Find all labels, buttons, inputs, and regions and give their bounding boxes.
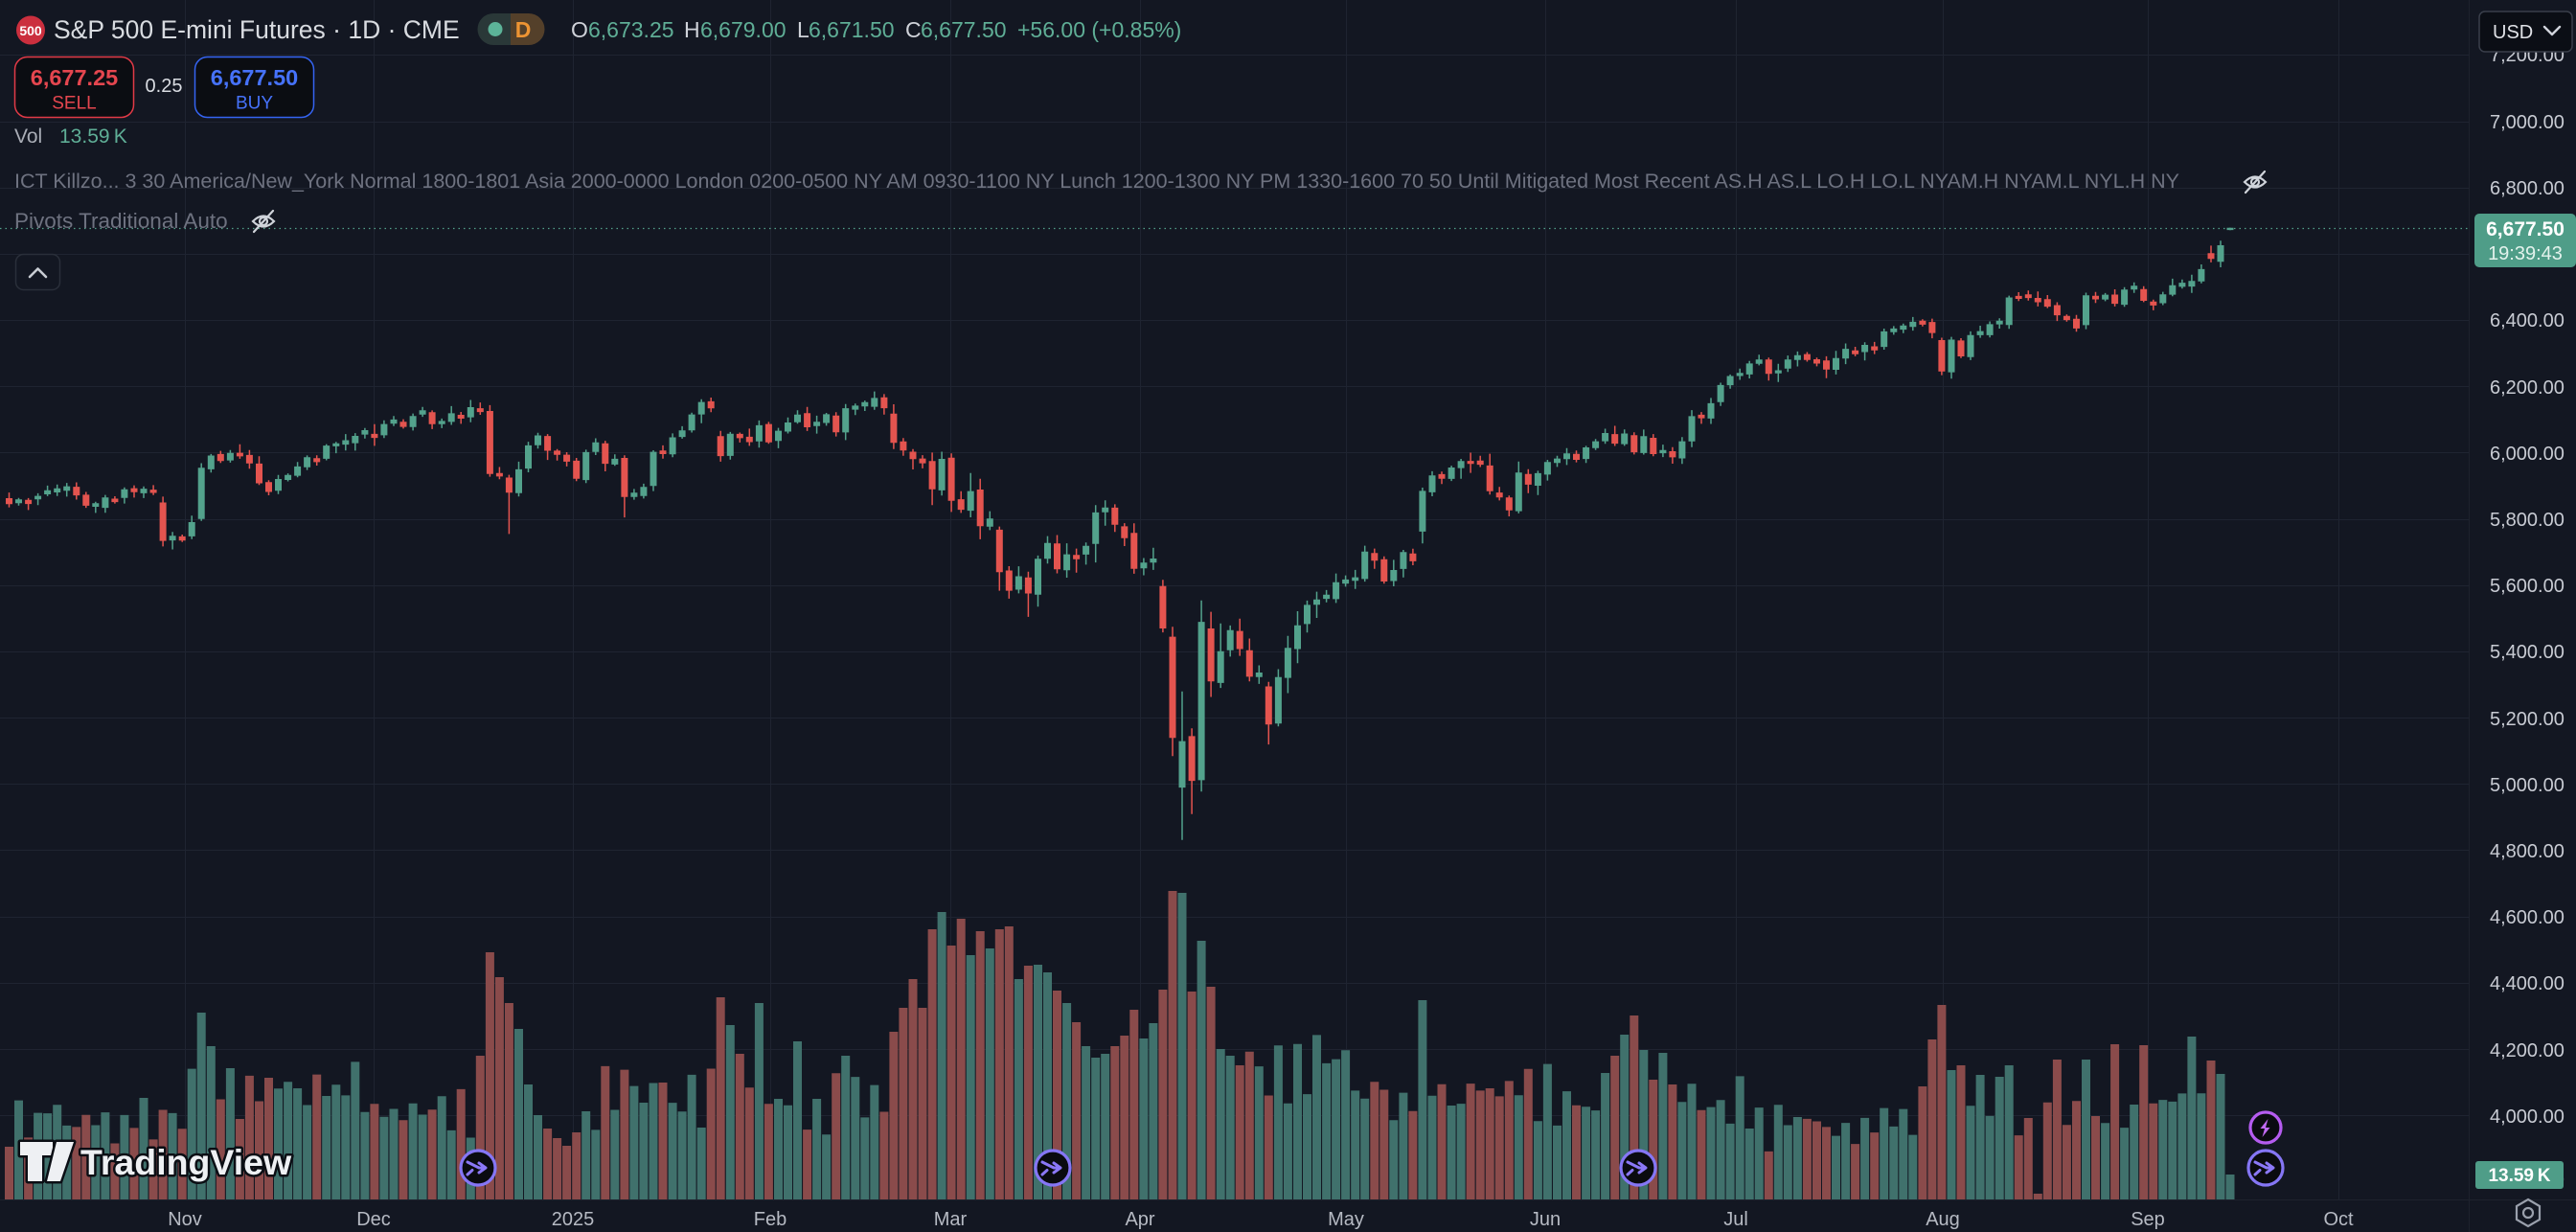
svg-text:13.59 K: 13.59 K (2488, 1166, 2550, 1186)
svg-text:Sep: Sep (2131, 1209, 2165, 1230)
svg-text:5,600.00: 5,600.00 (2490, 576, 2565, 597)
svg-text:4,000.00: 4,000.00 (2490, 1107, 2565, 1128)
svg-text:500: 500 (19, 23, 42, 38)
svg-text:D: D (515, 17, 532, 42)
svg-text:6,677.50: 6,677.50 (2486, 218, 2565, 240)
svg-text:Jul: Jul (1723, 1209, 1748, 1230)
svg-text:Oct: Oct (2323, 1209, 2354, 1230)
svg-text:6,673.25: 6,673.25 (588, 17, 674, 42)
svg-text:6,200.00: 6,200.00 (2490, 377, 2565, 399)
svg-text:6,400.00: 6,400.00 (2490, 310, 2565, 331)
svg-text:Feb: Feb (754, 1209, 786, 1230)
svg-text:6,800.00: 6,800.00 (2490, 178, 2565, 199)
svg-text:0.25: 0.25 (146, 76, 183, 97)
svg-text:6,671.50: 6,671.50 (809, 17, 895, 42)
svg-text:5,800.00: 5,800.00 (2490, 510, 2565, 531)
svg-text:4,200.00: 4,200.00 (2490, 1040, 2565, 1061)
svg-text:+56.00 (+0.85%): +56.00 (+0.85%) (1017, 17, 1181, 42)
svg-text:4,400.00: 4,400.00 (2490, 973, 2565, 994)
svg-text:6,679.00: 6,679.00 (700, 17, 786, 42)
svg-text:6,677.50: 6,677.50 (921, 17, 1007, 42)
svg-text:USD: USD (2493, 22, 2533, 43)
svg-text:19:39:43: 19:39:43 (2488, 243, 2563, 264)
svg-text:4,600.00: 4,600.00 (2490, 907, 2565, 928)
svg-text:May: May (1328, 1209, 1364, 1230)
svg-text:Apr: Apr (1125, 1209, 1154, 1230)
svg-text:6,677.25: 6,677.25 (31, 65, 118, 90)
svg-text:TradingView: TradingView (80, 1142, 292, 1182)
svg-text:6,677.50: 6,677.50 (211, 65, 298, 90)
svg-text:5,000.00: 5,000.00 (2490, 775, 2565, 796)
svg-text:Vol: Vol (14, 125, 42, 148)
svg-text:6,000.00: 6,000.00 (2490, 444, 2565, 465)
svg-text:13.59 K: 13.59 K (59, 125, 127, 148)
svg-text:Mar: Mar (934, 1209, 968, 1230)
svg-text:Dec: Dec (356, 1209, 391, 1230)
svg-text:O: O (571, 17, 588, 42)
svg-text:SELL: SELL (52, 94, 96, 114)
svg-text:BUY: BUY (236, 94, 273, 114)
svg-text:5,400.00: 5,400.00 (2490, 642, 2565, 663)
svg-text:2025: 2025 (552, 1209, 595, 1230)
svg-text:Pivots Traditional Auto: Pivots Traditional Auto (14, 209, 228, 233)
svg-text:7,000.00: 7,000.00 (2490, 112, 2565, 133)
svg-text:Aug: Aug (1926, 1209, 1960, 1230)
svg-text:4,800.00: 4,800.00 (2490, 841, 2565, 862)
svg-text:S&P 500 E-mini Futures · 1D ·: S&P 500 E-mini Futures · 1D · CME (54, 15, 460, 44)
svg-text:Jun: Jun (1530, 1209, 1561, 1230)
svg-text:C: C (905, 17, 922, 42)
svg-text:H: H (684, 17, 700, 42)
svg-text:5,200.00: 5,200.00 (2490, 709, 2565, 730)
svg-text:L: L (797, 17, 809, 42)
svg-text:Nov: Nov (168, 1209, 202, 1230)
svg-text:ICT Killzo... 3 30 America/Ne: ICT Killzo... 3 30 America/New_York Norm… (14, 170, 2179, 193)
